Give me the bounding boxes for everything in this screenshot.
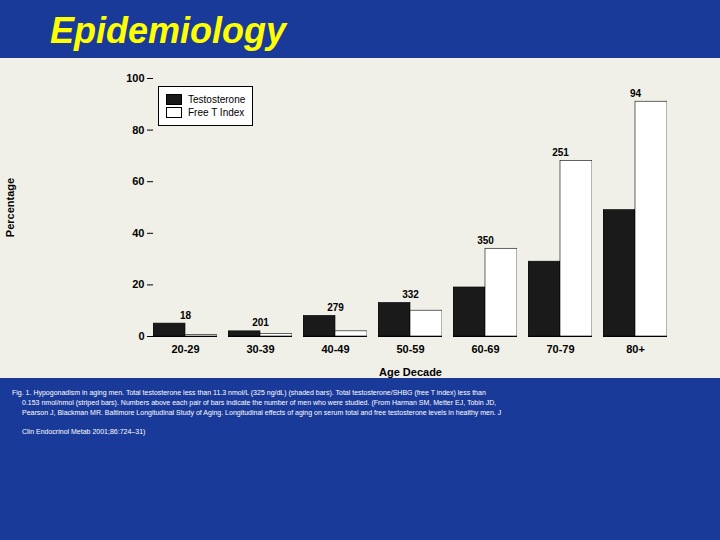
svg-text:Percentage: Percentage xyxy=(4,178,16,237)
svg-text:100: 100 xyxy=(126,72,144,84)
html-text:Free T Index: Free T Index xyxy=(188,107,245,118)
svg-text:94: 94 xyxy=(630,88,642,99)
svg-text:251: 251 xyxy=(552,147,569,158)
svg-text:332: 332 xyxy=(402,289,419,300)
html-text:Epidemiology: Epidemiology xyxy=(50,10,286,51)
svg-text:80: 80 xyxy=(132,124,144,136)
html-text:Testosterone: Testosterone xyxy=(188,94,246,105)
svg-text:60-69: 60-69 xyxy=(471,343,499,355)
svg-text:20: 20 xyxy=(132,278,144,290)
html-text:Fig. 1. Hypogonadism in aging: Fig. 1. Hypogonadism in aging men. Total… xyxy=(12,389,486,396)
svg-text:0: 0 xyxy=(138,330,144,342)
svg-text:18: 18 xyxy=(180,310,192,321)
svg-text:350: 350 xyxy=(477,235,494,246)
svg-text:20-29: 20-29 xyxy=(171,343,199,355)
html-text:0.153 nmol/nmol (striped bars): 0.153 nmol/nmol (striped bars). Numbers … xyxy=(22,399,497,407)
html-text:Clin Endocrinol Metab 2001;86:: Clin Endocrinol Metab 2001;86:724–31) xyxy=(22,428,146,436)
svg-text:70-79: 70-79 xyxy=(546,343,574,355)
svg-text:279: 279 xyxy=(327,302,344,313)
svg-text:Age Decade: Age Decade xyxy=(379,366,442,378)
svg-text:201: 201 xyxy=(252,317,269,328)
svg-text:40: 40 xyxy=(132,227,144,239)
html-text:Pearson J, Blackman MR. Baltim: Pearson J, Blackman MR. Baltimore Longit… xyxy=(22,409,502,417)
svg-text:30-39: 30-39 xyxy=(246,343,274,355)
svg-text:80+: 80+ xyxy=(626,343,645,355)
svg-text:40-49: 40-49 xyxy=(321,343,349,355)
svg-text:50-59: 50-59 xyxy=(396,343,424,355)
svg-text:60: 60 xyxy=(132,175,144,187)
